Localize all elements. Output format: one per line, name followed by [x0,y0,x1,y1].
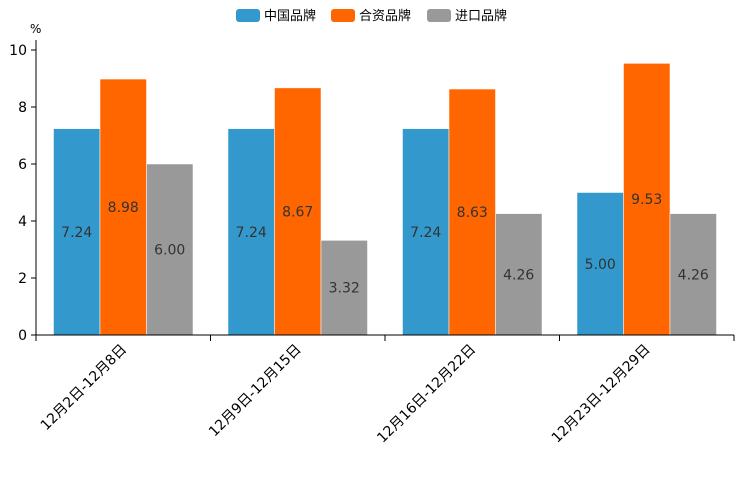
data-label-1-3: 7.24 [410,225,441,241]
y-tick-label-10: 10 [9,43,27,59]
bar-1-4 [576,192,624,336]
x-category-label-1: 12月2日-12月8日 [38,342,130,434]
x-category-label-4: 12月23日-12月29日 [549,342,654,447]
y-axis: 0 2 4 6 8 10 [9,40,37,344]
data-label-2-2: 8.67 [282,204,313,220]
x-axis: 12月2日-12月8日 12月9日-12月15日 12月16日-12月22日 12月2… [35,334,735,447]
y-tick-label-8: 8 [18,100,27,116]
legend-swatch-1 [236,9,260,22]
bar-3-2 [320,240,368,336]
data-label-3-3: 4.26 [503,267,534,283]
bar-2-1 [99,78,147,336]
y-tick-label-0: 0 [18,328,27,344]
legend-swatch-2 [331,9,355,22]
bar-3-3 [495,213,543,336]
bar-3-4 [669,213,717,336]
bar-1-2 [227,128,275,336]
data-label-2-4: 9.53 [631,192,662,208]
y-tick-label-4: 4 [18,214,27,230]
legend-label-1: 中国品牌 [264,8,316,24]
chart-legend: 中国品牌 合资品牌 进口品牌 [236,8,507,24]
data-label-2-3: 8.63 [457,205,488,221]
bar-2-2 [274,87,322,336]
x-category-label-2: 12月9日-12月15日 [206,342,305,441]
data-label-2-1: 8.98 [108,200,139,216]
data-label-1-4: 5.00 [585,257,616,273]
data-label-3-2: 3.32 [329,281,360,297]
legend-swatch-3 [427,9,451,22]
legend-label-3: 进口品牌 [455,8,507,24]
y-tick-label-2: 2 [18,271,27,287]
data-label-1-1: 7.24 [61,225,92,241]
bar-2-3 [448,88,496,336]
bar-2-4 [623,63,671,336]
y-axis-unit-label: % [30,22,41,36]
bar-3-1 [146,163,194,336]
legend-label-2: 合资品牌 [359,8,411,24]
data-label-1-2: 7.24 [236,225,267,241]
data-label-3-1: 6.00 [154,243,185,259]
data-label-3-4: 4.26 [678,267,709,283]
bar-1-3 [402,128,450,336]
y-tick-label-6: 6 [18,157,27,173]
bar-series-group: 7.24 8.98 6.00 7.24 8.67 3.32 7.24 8.63 4.26 5.00… [53,63,717,336]
x-category-label-3: 12月16日-12月22日 [374,342,479,447]
